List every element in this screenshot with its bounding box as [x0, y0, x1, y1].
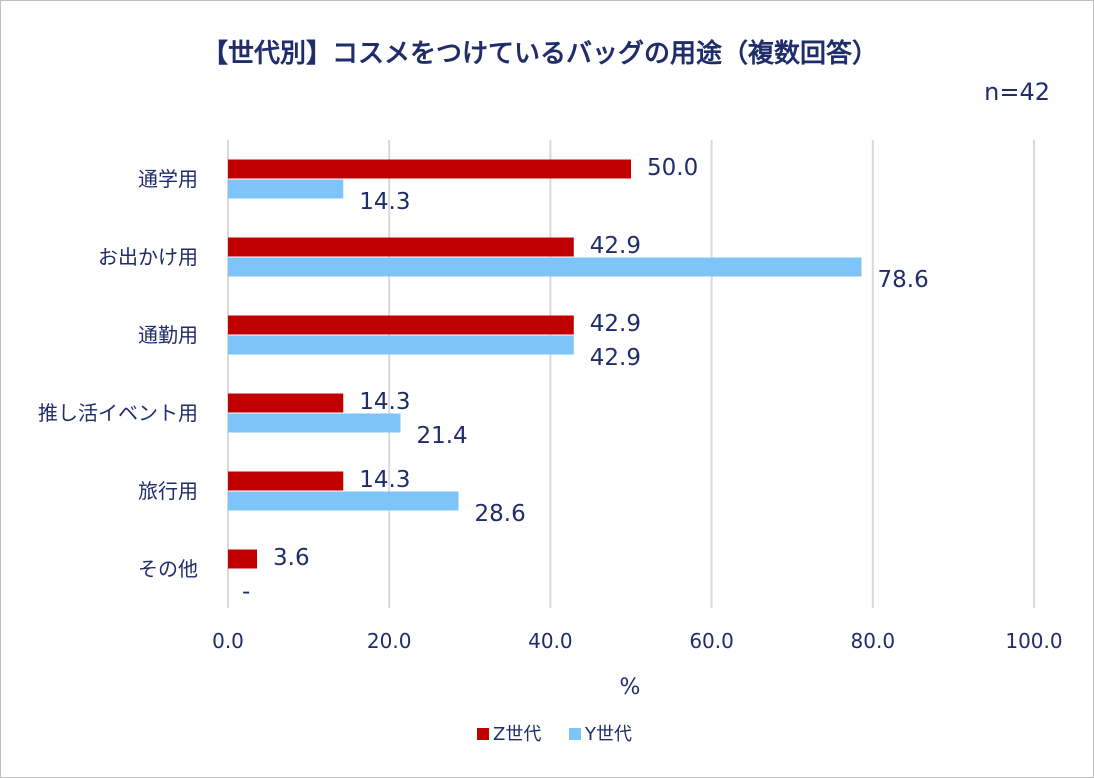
legend-entry: Z世代 [493, 724, 541, 745]
category-label: 旅行用 [138, 479, 198, 503]
sample-size: n=42 [984, 78, 1050, 106]
bar [228, 179, 344, 199]
category-label: 推し活イベント用 [38, 401, 198, 425]
x-axis-ticks: 0.0 20.0 40.0 60.0 80.0 100.0 [212, 629, 1063, 653]
bar [228, 471, 344, 491]
x-axis-label: % [620, 675, 641, 700]
data-label: - [242, 579, 250, 605]
bar [228, 257, 862, 277]
bars [228, 159, 862, 569]
legend-entry: Y世代 [584, 724, 632, 745]
x-tick-label: 60.0 [689, 629, 734, 653]
gridlines [227, 140, 1035, 608]
x-tick-label: 80.0 [851, 629, 896, 653]
category-label: 通学用 [138, 167, 198, 191]
bar [228, 491, 459, 511]
category-label: その他 [138, 557, 198, 581]
data-label: 42.9 [590, 345, 641, 371]
x-tick-label: 40.0 [528, 629, 573, 653]
data-label: 28.6 [475, 501, 526, 527]
data-label: 3.6 [273, 545, 310, 571]
x-tick-label: 0.0 [212, 629, 244, 653]
x-tick-label: 100.0 [1005, 629, 1062, 653]
data-label: 14.3 [359, 189, 410, 215]
bar [228, 393, 344, 413]
data-label: 42.9 [590, 233, 641, 259]
chart-title: 【世代別】コスメをつけているバッグの用途（複数回答） [202, 38, 878, 69]
data-labels: 50.014.342.978.642.942.914.321.414.328.6… [242, 155, 929, 605]
category-label: 通勤用 [138, 323, 198, 347]
x-tick-label: 20.0 [367, 629, 412, 653]
bar [228, 315, 574, 335]
bar [228, 159, 631, 179]
bar [228, 335, 574, 355]
data-label: 14.3 [359, 467, 410, 493]
bar [228, 237, 574, 257]
legend-swatch [569, 728, 581, 740]
data-label: 42.9 [590, 311, 641, 337]
category-label: お出かけ用 [98, 245, 198, 269]
data-label: 78.6 [878, 267, 929, 293]
bar [228, 549, 258, 569]
data-label: 14.3 [359, 389, 410, 415]
legend-swatch [477, 728, 489, 740]
bar [228, 413, 401, 433]
legend: Z世代 Y世代 [477, 724, 632, 745]
data-label: 21.4 [416, 423, 467, 449]
data-label: 50.0 [647, 155, 698, 181]
